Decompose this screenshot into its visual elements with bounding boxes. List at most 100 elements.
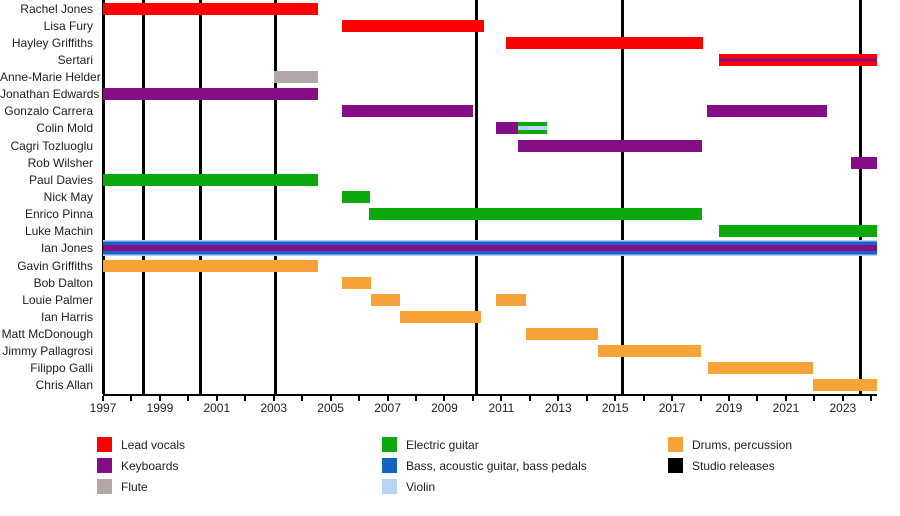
legend-label: Bass, acoustic guitar, bass pedals: [406, 458, 587, 473]
legend-label: Violin: [406, 479, 436, 494]
timeline-bar: [369, 208, 702, 221]
x-axis-tick-label: 2017: [658, 401, 686, 415]
timeline-row: [103, 0, 877, 17]
studio-release-line: [474, 0, 478, 394]
x-axis-tick-label: 2023: [829, 401, 857, 415]
legend-swatch-bass: [382, 458, 397, 473]
legend-swatch-violin: [382, 479, 397, 494]
x-axis-tick-label: 2019: [715, 401, 743, 415]
timeline-bar: [400, 310, 482, 323]
x-axis-tick: [671, 396, 674, 401]
studio-release-line: [858, 0, 862, 394]
x-axis-tick-label: 2003: [260, 401, 288, 415]
legend-swatch-electric-guitar: [382, 437, 397, 452]
timeline-bar: [103, 2, 318, 15]
member-label: Jimmy Pallagrosi: [2, 344, 93, 359]
timeline-bar: [812, 379, 877, 392]
x-axis-tick-label: 1997: [89, 401, 117, 415]
timeline-row: [103, 86, 877, 103]
timeline-row: [103, 206, 877, 223]
studio-release-line: [274, 0, 278, 394]
timeline-row: [103, 274, 877, 291]
member-labels: Rachel Jones Lisa Fury Hayley Griffiths Ser…: [0, 0, 101, 394]
y-axis-spine: [102, 0, 105, 394]
timeline-bar: [342, 190, 370, 203]
timeline-row: [103, 154, 877, 171]
member-label: Paul Davies: [28, 172, 93, 187]
timeline-bar: [505, 36, 703, 49]
x-axis-line: [103, 394, 877, 396]
x-axis-tick: [215, 396, 218, 401]
x-axis-tick: [301, 396, 304, 401]
legend-item: Drums, percussion: [668, 437, 792, 452]
x-axis-tick: [528, 396, 531, 401]
x-axis-tick-label: 2013: [544, 401, 572, 415]
legend-label: Flute: [121, 479, 148, 494]
timeline-bar: [719, 225, 877, 238]
x-axis-tick-label: 2001: [203, 401, 231, 415]
timeline-bar: [598, 345, 701, 358]
x-axis-tick: [614, 396, 617, 401]
legend-item: Lead vocals: [97, 437, 185, 452]
timeline-row: [103, 240, 877, 257]
x-axis-tick: [642, 396, 645, 401]
timeline-bar: [342, 105, 473, 118]
legend: Lead vocals Keyboards Flute Electric guitar…: [0, 437, 900, 507]
x-axis-tick: [557, 396, 560, 401]
member-label: Matt McDonough: [1, 327, 93, 342]
member-label: Ian Jones: [40, 241, 93, 256]
x-axis-tick: [443, 396, 446, 401]
legend-item: Bass, acoustic guitar, bass pedals: [382, 458, 587, 473]
timeline-row: [103, 137, 877, 154]
x-axis-tick: [358, 396, 361, 401]
x-axis-tick: [415, 396, 417, 401]
timeline-bar: [103, 88, 318, 101]
member-label: Lisa Fury: [43, 18, 93, 33]
x-axis-tick: [500, 396, 503, 401]
x-axis-tick: [728, 396, 731, 401]
x-axis-tick-label: 2015: [601, 401, 629, 415]
timeline-row: [103, 188, 877, 205]
timeline-bar: [518, 122, 547, 135]
member-label: Jonathan Edwards: [0, 87, 100, 102]
timeline-row: [103, 325, 877, 342]
timeline-bar: [495, 293, 526, 306]
legend-item: Flute: [97, 479, 148, 494]
member-label: Anne-Marie Helder: [0, 70, 101, 85]
legend-swatch-studio-releases: [668, 458, 683, 473]
timeline-bar: [707, 105, 828, 118]
timeline-row: [103, 223, 877, 240]
timeline-bar: [495, 122, 519, 135]
timeline-row: [103, 34, 877, 51]
x-axis-tick: [272, 396, 275, 401]
timeline-row: [103, 308, 877, 325]
x-axis-tick: [130, 396, 133, 401]
x-axis-tick: [870, 396, 873, 401]
legend-swatch-keyboards: [97, 458, 112, 473]
member-label: Cagri Tozluoglu: [10, 138, 94, 153]
timeline-row: [103, 69, 877, 86]
studio-release-line: [141, 0, 145, 394]
legend-label: Drums, percussion: [692, 437, 793, 452]
timeline-bar: [707, 362, 813, 375]
x-axis-tick: [784, 396, 787, 401]
timeline-row: [103, 17, 877, 34]
studio-release-line: [198, 0, 202, 394]
member-label: Ian Harris: [40, 309, 93, 324]
member-label: Sertari: [57, 52, 93, 67]
x-axis-tick: [813, 396, 816, 401]
plot-area: 1997 1999 2001 2003 2005 2007 2009 2011 2013 2015…: [90, 0, 877, 414]
legend-swatch-lead-vocals: [97, 437, 112, 452]
x-axis-tick: [585, 396, 588, 401]
x-axis-tick-label: 2005: [317, 401, 344, 415]
timeline-bar: [103, 259, 318, 272]
timeline-row: [103, 343, 877, 360]
timeline-row: [103, 377, 877, 394]
timeline-row: [103, 120, 877, 137]
x-axis-tick-label: 2011: [488, 401, 515, 415]
legend-item: Electric guitar: [382, 437, 479, 452]
member-label: Chris Allan: [35, 378, 93, 393]
timeline-bar: [371, 293, 401, 306]
legend-swatch-flute: [97, 479, 112, 494]
